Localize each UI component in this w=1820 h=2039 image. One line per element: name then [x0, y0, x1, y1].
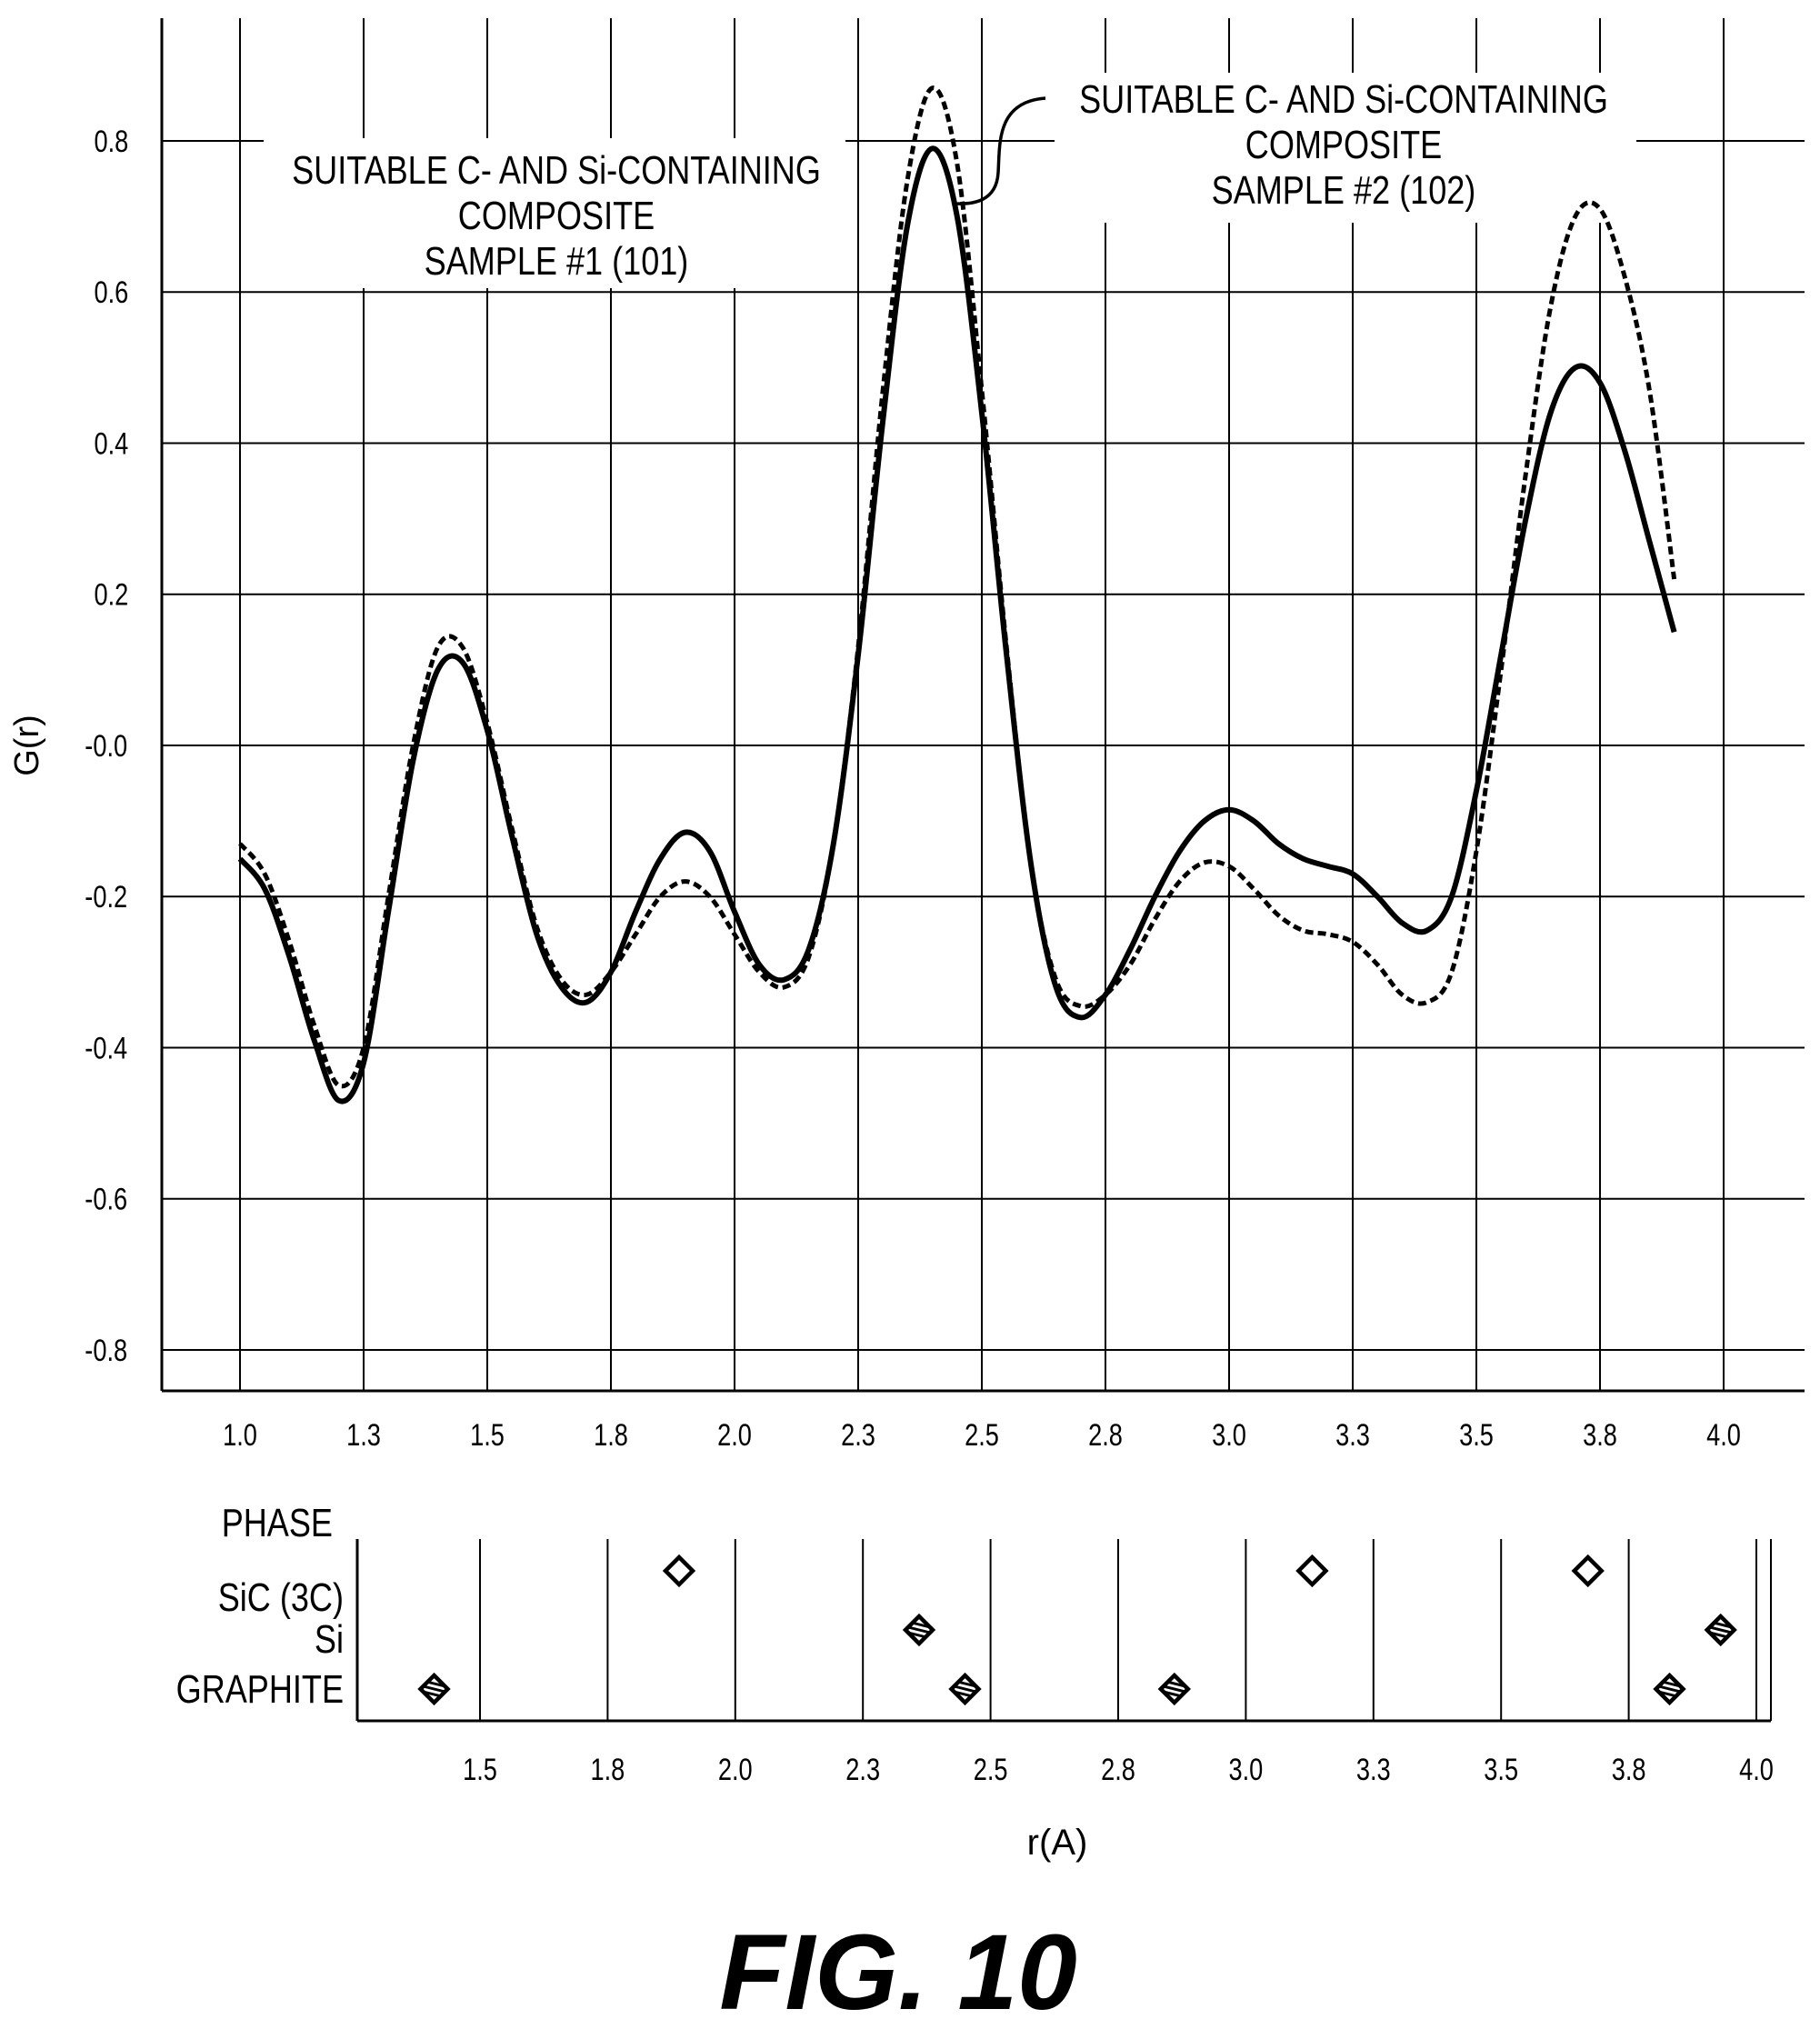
phase-x-tick-label: 2.5	[974, 1752, 1008, 1787]
main-y-tick-label: -0.2	[85, 879, 127, 915]
annotation-sample-2: SUITABLE C- AND Si-CONTAINING COMPOSITE …	[1079, 77, 1608, 213]
phase-x-tick-labels: 1.5 1.8 2.0 2.3 2.5 2.8 3.0 3.3 3.5 3.8 4.0	[463, 1752, 1774, 1787]
phase-x-tick-label: 1.8	[591, 1752, 625, 1787]
open-diamond-marker	[1295, 1554, 1329, 1588]
annotation-2-leader	[954, 96, 1046, 205]
main-x-tick-label: 1.3	[346, 1417, 381, 1453]
main-y-tick-labels: 0.8 0.6 0.4 0.2 -0.0 -0.2 -0.4 -0.6 -0.8	[85, 124, 128, 1368]
x-axis-title: r(A)	[1027, 1823, 1088, 1863]
phase-label-si: Si	[315, 1617, 344, 1662]
annotation-1-line-3: SAMPLE #1 (101)	[425, 239, 689, 284]
hatched-diamond-marker	[1653, 1672, 1686, 1706]
phase-label-sic: SiC (3C)	[218, 1575, 344, 1620]
annotation-1-box	[264, 138, 845, 288]
hatched-diamond-marker	[417, 1672, 451, 1706]
main-x-tick-label: 1.5	[470, 1417, 505, 1453]
annotation-1-line-2: COMPOSITE	[458, 194, 655, 238]
phase-markers	[417, 1554, 1737, 1706]
y-axis-title: G(r)	[8, 715, 46, 776]
main-x-tick-label: 3.0	[1212, 1417, 1246, 1453]
phase-x-tick-label: 3.5	[1484, 1752, 1518, 1787]
main-x-tick-label: 3.3	[1335, 1417, 1370, 1453]
main-y-tick-label: -0.4	[85, 1031, 127, 1066]
main-y-tick-label: -0.6	[85, 1182, 127, 1217]
main-y-tick-label: 0.2	[94, 577, 128, 613]
annotation-2-line-1: SUITABLE C- AND Si-CONTAINING	[1079, 77, 1608, 122]
phase-x-tick-label: 3.0	[1229, 1752, 1264, 1787]
main-y-tick-label: 0.6	[94, 275, 128, 310]
phase-label-graphite: GRAPHITE	[176, 1667, 344, 1712]
phase-x-tick-label: 1.5	[463, 1752, 497, 1787]
hatched-diamond-marker	[1704, 1613, 1737, 1647]
main-chart: 0.80.60.40.2-0.0-0.2-0.4-0.6-0.8 1.0 1.3 1…	[8, 18, 1805, 1453]
main-x-tick-label: 1.0	[223, 1417, 257, 1453]
phase-x-tick-label: 4.0	[1739, 1752, 1774, 1787]
main-y-tick-label: -0.8	[85, 1333, 127, 1368]
main-x-tick-label: 2.5	[965, 1417, 999, 1453]
phase-x-tick-label: 2.3	[845, 1752, 880, 1787]
annotation-sample-1: SUITABLE C- AND Si-CONTAINING COMPOSITE …	[292, 148, 821, 284]
annotation-2-line-2: COMPOSITE	[1245, 123, 1442, 167]
main-y-tick-label: 0.8	[94, 124, 128, 159]
figure-caption: FIG. 10	[719, 1913, 1076, 2033]
phase-title: PHASE	[222, 1501, 333, 1545]
hatched-diamond-marker	[902, 1613, 936, 1647]
annotation-2-line-3: SAMPLE #2 (102)	[1212, 168, 1476, 213]
series-line-solid	[237, 145, 1677, 1104]
phase-gridlines	[479, 1539, 1772, 1721]
phase-x-tick-label: 3.8	[1612, 1752, 1646, 1787]
main-x-tick-labels: 1.0 1.3 1.5 1.8 2.0 2.3 2.5 2.8 3.0 3.3 3.5 3.8 4.0	[223, 1417, 1741, 1453]
main-x-tick-label: 3.5	[1459, 1417, 1494, 1453]
hatched-diamond-marker	[948, 1672, 982, 1706]
main-x-tick-label: 2.0	[717, 1417, 752, 1453]
phase-x-tick-label: 3.3	[1356, 1752, 1391, 1787]
main-x-tick-label: 2.3	[841, 1417, 875, 1453]
phase-x-tick-label: 2.8	[1101, 1752, 1135, 1787]
phase-x-tick-label: 2.0	[718, 1752, 753, 1787]
main-x-tick-label: 1.8	[594, 1417, 628, 1453]
open-diamond-marker	[662, 1554, 696, 1588]
hatched-diamond-marker	[1157, 1672, 1191, 1706]
main-x-tick-label: 3.8	[1583, 1417, 1617, 1453]
annotation-1-line-1: SUITABLE C- AND Si-CONTAINING	[292, 148, 821, 193]
open-diamond-marker	[1571, 1554, 1605, 1588]
main-y-tick-label: 0.4	[94, 426, 128, 462]
main-x-tick-label: 4.0	[1706, 1417, 1741, 1453]
phase-chart: 1.5 1.8 2.0 2.3 2.5 2.8 3.0 3.3 3.5 3.8 4.0 PHASE …	[176, 1501, 1774, 1863]
annotation-2-box	[1055, 73, 1636, 223]
main-x-tick-label: 2.8	[1088, 1417, 1123, 1453]
main-y-tick-label: -0.0	[85, 728, 127, 764]
